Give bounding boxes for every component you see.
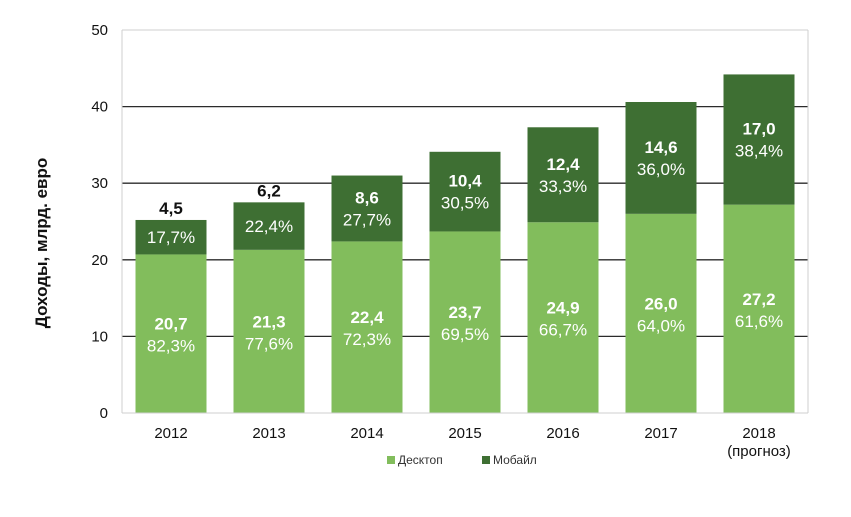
bar-mobile	[429, 151, 501, 232]
desktop-share-label: 72,3%	[343, 330, 391, 349]
x-tick-label: 2018	[742, 425, 775, 442]
desktop-share-label: 82,3%	[147, 337, 195, 356]
y-tick-label: 20	[91, 252, 108, 269]
x-tick-label: 2015	[448, 425, 481, 442]
mobile-value-label: 12,4	[546, 155, 580, 174]
y-tick-label: 40	[91, 99, 108, 116]
mobile-value-label: 17,0	[742, 120, 775, 139]
x-tick-label: 2017	[644, 425, 677, 442]
mobile-share-label: 38,4%	[735, 142, 783, 161]
desktop-share-label: 77,6%	[245, 334, 293, 353]
bar-desktop	[527, 222, 599, 413]
mobile-value-label: 14,6	[644, 138, 677, 157]
mobile-value-label: 6,2	[257, 181, 281, 200]
legend-swatch	[482, 456, 490, 464]
bar-mobile	[135, 219, 207, 255]
y-tick-label: 50	[91, 22, 108, 39]
desktop-value-label: 23,7	[448, 303, 481, 322]
bar-mobile	[233, 202, 305, 250]
mobile-share-label: 33,3%	[539, 177, 587, 196]
mobile-share-label: 17,7%	[147, 228, 195, 247]
x-tick-label: 2016	[546, 425, 579, 442]
legend-label: Десктоп	[398, 453, 443, 467]
desktop-value-label: 20,7	[154, 315, 187, 334]
mobile-share-label: 22,4%	[245, 217, 293, 236]
y-tick-label: 10	[91, 328, 108, 345]
bar-mobile	[625, 102, 697, 214]
bar-labels: 20,7 82,3% 4,5 17,7% 21,3 77,6% 6,2 22,4% 22,4 72…	[147, 120, 783, 356]
axes: 0 10 20 30 40 50 2012 2013 2014 2015 2016 2017 2018(…	[91, 22, 809, 460]
desktop-share-label: 61,6%	[735, 312, 783, 331]
desktop-share-label: 64,0%	[637, 316, 685, 335]
x-tick-label: 2014	[350, 425, 383, 442]
x-tick-label: (прогноз)	[727, 443, 791, 460]
bar-desktop	[233, 249, 305, 413]
bar-mobile	[527, 127, 599, 223]
bar-desktop	[723, 204, 795, 413]
desktop-value-label: 26,0	[644, 294, 677, 313]
legend-label: Мобайл	[493, 453, 537, 467]
bar-desktop	[625, 213, 697, 413]
y-tick-label: 30	[91, 175, 108, 192]
desktop-value-label: 24,9	[546, 299, 579, 318]
desktop-share-label: 69,5%	[441, 325, 489, 344]
bar-desktop	[135, 254, 207, 413]
bar-mobile	[331, 175, 403, 242]
mobile-value-label: 10,4	[448, 172, 482, 191]
bar-desktop	[429, 231, 501, 413]
mobile-share-label: 36,0%	[637, 160, 685, 179]
mobile-value-label: 8,6	[355, 188, 379, 207]
mobile-share-label: 27,7%	[343, 210, 391, 229]
legend: Десктоп Мобайл	[387, 453, 537, 467]
y-axis-label: Доходы, млрд. евро	[32, 158, 51, 328]
bar-mobile	[723, 74, 795, 205]
desktop-share-label: 66,7%	[539, 321, 587, 340]
x-tick-label: 2013	[252, 425, 285, 442]
legend-swatch	[387, 456, 395, 464]
mobile-value-label: 4,5	[159, 199, 183, 218]
bar-desktop	[331, 241, 403, 413]
mobile-share-label: 30,5%	[441, 194, 489, 213]
y-tick-label: 0	[100, 405, 108, 422]
desktop-value-label: 22,4	[350, 308, 384, 327]
desktop-value-label: 21,3	[252, 312, 285, 331]
bars	[135, 74, 795, 413]
x-tick-label: 2012	[154, 425, 187, 442]
desktop-value-label: 27,2	[742, 290, 775, 309]
